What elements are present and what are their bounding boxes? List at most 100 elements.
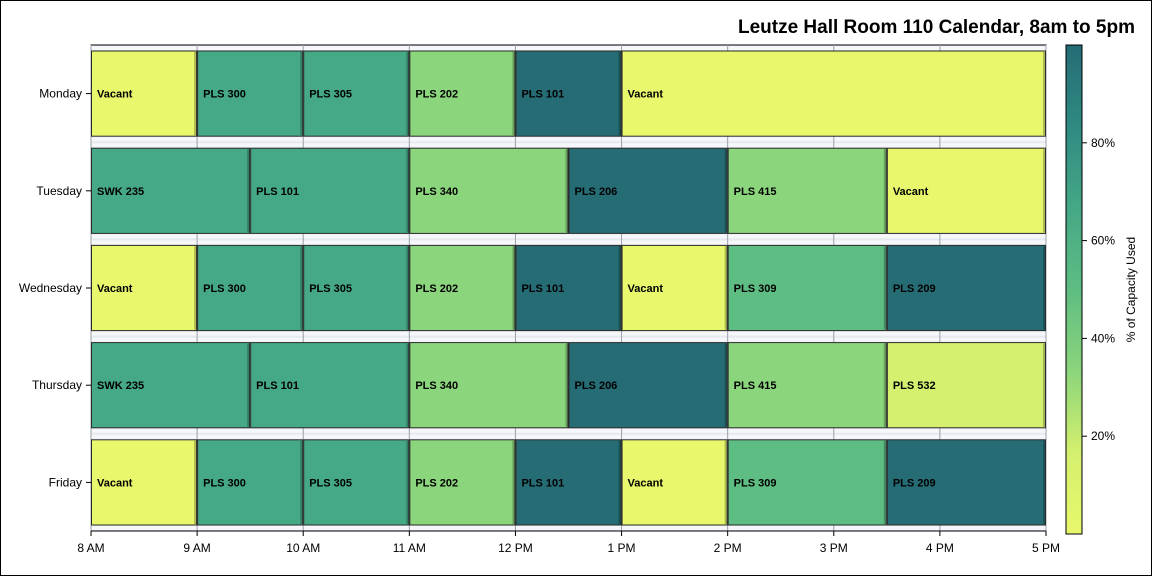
event-bar: PLS 206 [568, 342, 728, 429]
event-bar: PLS 300 [197, 50, 304, 137]
event-bar-rect [515, 244, 622, 332]
event-bar-rect [409, 50, 516, 137]
event-bar-shade [1043, 440, 1045, 524]
event-bar-label: PLS 415 [734, 186, 777, 198]
event-bar-rect [197, 244, 304, 332]
event-bar: PLS 101 [250, 342, 410, 429]
event-bar-rect [886, 439, 1046, 526]
event-bar-label: SWK 235 [97, 186, 144, 198]
event-bar-rect [515, 50, 622, 137]
event-bar-label: SWK 235 [97, 380, 144, 392]
event-bar-shade [724, 149, 727, 233]
event-bar-shade [194, 52, 197, 136]
event-bar-rect [886, 244, 1046, 332]
event-bar-rect [91, 244, 198, 332]
event-bar-shade [618, 52, 621, 136]
event-bar-rect [409, 147, 569, 234]
event-bar-rect [197, 439, 304, 526]
event-bar-label: PLS 202 [415, 283, 458, 295]
event-bar-label: PLS 209 [893, 477, 936, 489]
event-bar-rect [568, 147, 728, 234]
row-band [91, 428, 1046, 433]
event-bar-shade [247, 149, 250, 233]
event-bar-label: PLS 300 [203, 477, 246, 489]
event-bar-shade [1043, 246, 1045, 330]
event-bar-shade [247, 343, 250, 427]
event-bar: PLS 415 [727, 147, 887, 234]
event-bar-rect [727, 244, 887, 332]
event-bar-label: PLS 305 [309, 89, 352, 101]
x-tick-label: 3 PM [820, 541, 848, 555]
event-bar-shade [883, 149, 886, 233]
event-bar-rect [197, 50, 304, 137]
event-bar-shade [1043, 343, 1045, 427]
x-tick-label: 8 AM [77, 541, 104, 555]
color-legend-title: % of Capacity Used [1124, 237, 1138, 342]
event-bar-rect [886, 342, 1046, 429]
event-bar-shade [406, 246, 409, 330]
event-bar-shade [406, 343, 409, 427]
event-bar-label: Vacant [628, 283, 664, 295]
event-bar: SWK 235 [91, 147, 251, 234]
event-bar-shade [724, 246, 727, 330]
event-bar-label: PLS 300 [203, 89, 246, 101]
event-bar-shade [300, 246, 303, 330]
color-legend-tick-label: 20% [1091, 429, 1115, 443]
event-bar-rect [409, 244, 516, 332]
event-bar-shade [406, 52, 409, 136]
event-bar: PLS 340 [409, 342, 569, 429]
event-bar-label: Vacant [97, 477, 133, 489]
event-bar-rect [250, 342, 410, 429]
event-bar-shade [194, 440, 197, 524]
event-bar: Vacant [91, 50, 198, 137]
row-band [91, 337, 1046, 342]
event-bar-label: PLS 340 [415, 380, 458, 392]
event-bar-shade [618, 440, 621, 524]
event-bar-shade [565, 149, 568, 233]
event-bar: PLS 300 [197, 244, 304, 332]
row-band [91, 240, 1046, 245]
y-tick-label: Monday [39, 87, 82, 101]
x-tick-label: 10 AM [286, 541, 320, 555]
event-bar-shade [565, 343, 568, 427]
event-bar-shade [406, 149, 409, 233]
y-tick-label: Thursday [32, 378, 82, 392]
event-bars: Vacant PLS 300 PLS 305 PLS 202 PLS 101 Vacant… [91, 50, 1046, 526]
y-tick-label: Wednesday [19, 281, 82, 295]
row-band [91, 234, 1046, 239]
event-bar-shade [406, 440, 409, 524]
event-bar-label: PLS 415 [734, 380, 777, 392]
color-legend-bar [1065, 44, 1083, 535]
event-bar-label: PLS 206 [575, 186, 618, 198]
event-bar-rect [250, 147, 410, 234]
event-bar: Vacant [621, 50, 1046, 137]
y-tick-label: Friday [49, 475, 82, 489]
event-bar: PLS 202 [409, 50, 516, 137]
event-bar: Vacant [91, 244, 198, 332]
event-bar-rect [621, 50, 1046, 137]
x-tick-label: 5 PM [1032, 541, 1060, 555]
event-bar-shade [724, 440, 727, 524]
event-bar-shade [1043, 149, 1045, 233]
event-bar-rect [409, 439, 516, 526]
event-bar-label: PLS 309 [734, 283, 777, 295]
event-bar: PLS 101 [250, 147, 410, 234]
event-bar-rect [409, 342, 569, 429]
chart-title: Leutze Hall Room 110 Calendar, 8am to 5p… [738, 17, 1135, 38]
x-tick-label: 12 PM [498, 541, 533, 555]
event-bar: PLS 532 [886, 342, 1046, 429]
x-tick-label: 9 AM [183, 541, 210, 555]
event-bar-shade [724, 343, 727, 427]
event-bar-rect [727, 342, 887, 429]
event-bar: PLS 209 [886, 244, 1046, 332]
event-bar-label: Vacant [97, 89, 133, 101]
event-bar: PLS 101 [515, 439, 622, 526]
event-bar: Vacant [91, 439, 198, 526]
event-bar-label: PLS 202 [415, 477, 458, 489]
event-bar-shade [512, 52, 515, 136]
event-bar-rect [303, 50, 410, 137]
event-bar-label: PLS 101 [256, 380, 299, 392]
event-bar-rect [621, 439, 728, 526]
event-bar-shade [1043, 52, 1045, 136]
event-bar-shade [883, 343, 886, 427]
